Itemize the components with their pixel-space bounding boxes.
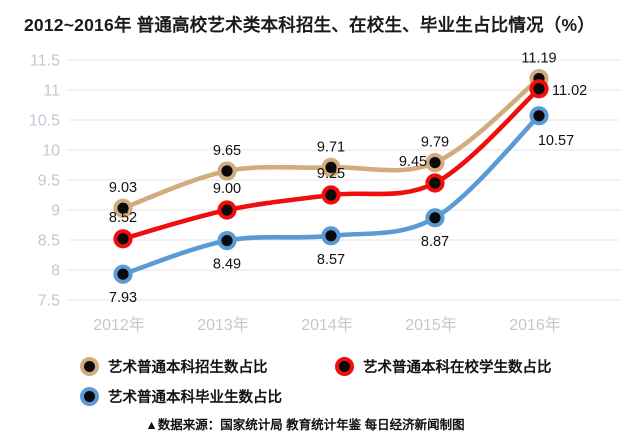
data-point-marker (117, 202, 129, 214)
y-tick-label: 8 (51, 263, 60, 280)
data-point-label: 8.57 (317, 252, 345, 268)
y-tick-label: 10 (42, 143, 60, 160)
y-tick-label: 7.5 (38, 293, 60, 310)
x-tick-label: 2014年 (301, 316, 353, 334)
legend-marker-icon (335, 356, 354, 376)
x-tick-label: 2012年 (93, 316, 145, 334)
data-point-label: 9.00 (213, 181, 241, 197)
data-point-marker (325, 161, 337, 173)
data-point-marker (221, 165, 233, 177)
data-point-marker (325, 189, 337, 201)
legend: 艺术普通本科招生数占比 艺术普通本科在校学生数占比艺术普通本科毕业生数占比 (80, 354, 600, 412)
data-point-marker (533, 110, 545, 122)
data-point-marker (429, 177, 441, 189)
legend-marker-icon (80, 356, 99, 376)
data-point-label: 9.65 (213, 143, 241, 159)
y-tick-label: 9.5 (38, 173, 60, 190)
data-point-label: 10.57 (538, 133, 574, 149)
data-point-label: 8.52 (109, 210, 137, 226)
data-point-marker (221, 235, 233, 247)
legend-item: 艺术普通本科招生数占比 (80, 354, 268, 378)
data-point-label: 11.02 (552, 83, 587, 99)
data-point-label: 11.19 (521, 51, 556, 67)
data-point-marker (429, 212, 441, 224)
chart-title: 2012~2016年 普通高校艺术类本科招生、在校生、毕业生占比情况（%） (24, 15, 595, 35)
data-point-marker (221, 204, 233, 216)
data-point-marker (429, 157, 441, 169)
data-point-label: 9.71 (317, 139, 345, 155)
legend-label: 艺术普通本科在校学生数占比 (363, 359, 552, 376)
legend-label: 艺术普通本科毕业生数占比 (108, 389, 282, 406)
data-point-marker (117, 268, 129, 280)
legend-item: 艺术普通本科在校学生数占比 (335, 354, 552, 378)
data-point-label: 7.93 (109, 290, 137, 306)
data-source-note: ▲数据来源：国家统计局 教育统计年鉴 每日经济新闻制图 (145, 418, 465, 432)
data-point-label: 8.49 (213, 257, 241, 273)
line-chart: 7.5 8 8.5 9 9.5 10 10.5 11 11.5 2012年 2013年 2014年 20… (29, 51, 620, 334)
x-tick-label: 2016年 (509, 316, 561, 334)
legend-item: 艺术普通本科毕业生数占比 (80, 384, 282, 408)
y-tick-label: 9 (51, 203, 60, 220)
y-tick-label: 8.5 (38, 233, 60, 250)
legend-marker-icon (80, 386, 99, 406)
data-point-label: 9.45 (399, 154, 427, 170)
x-tick-label: 2015年 (405, 316, 457, 334)
data-point-marker (325, 230, 337, 242)
data-point-label: 8.87 (421, 234, 449, 250)
legend-label: 艺术普通本科招生数占比 (108, 359, 268, 376)
data-point-marker (533, 83, 545, 95)
data-point-label: 9.79 (421, 135, 449, 151)
data-point-label: 9.03 (109, 180, 137, 196)
data-point-label: 9.25 (317, 166, 345, 182)
data-point-marker (117, 233, 129, 245)
y-tick-label: 11.5 (30, 53, 60, 70)
y-tick-label: 10.5 (29, 113, 60, 130)
y-tick-label: 11 (43, 83, 60, 100)
x-tick-label: 2013年 (197, 316, 249, 334)
